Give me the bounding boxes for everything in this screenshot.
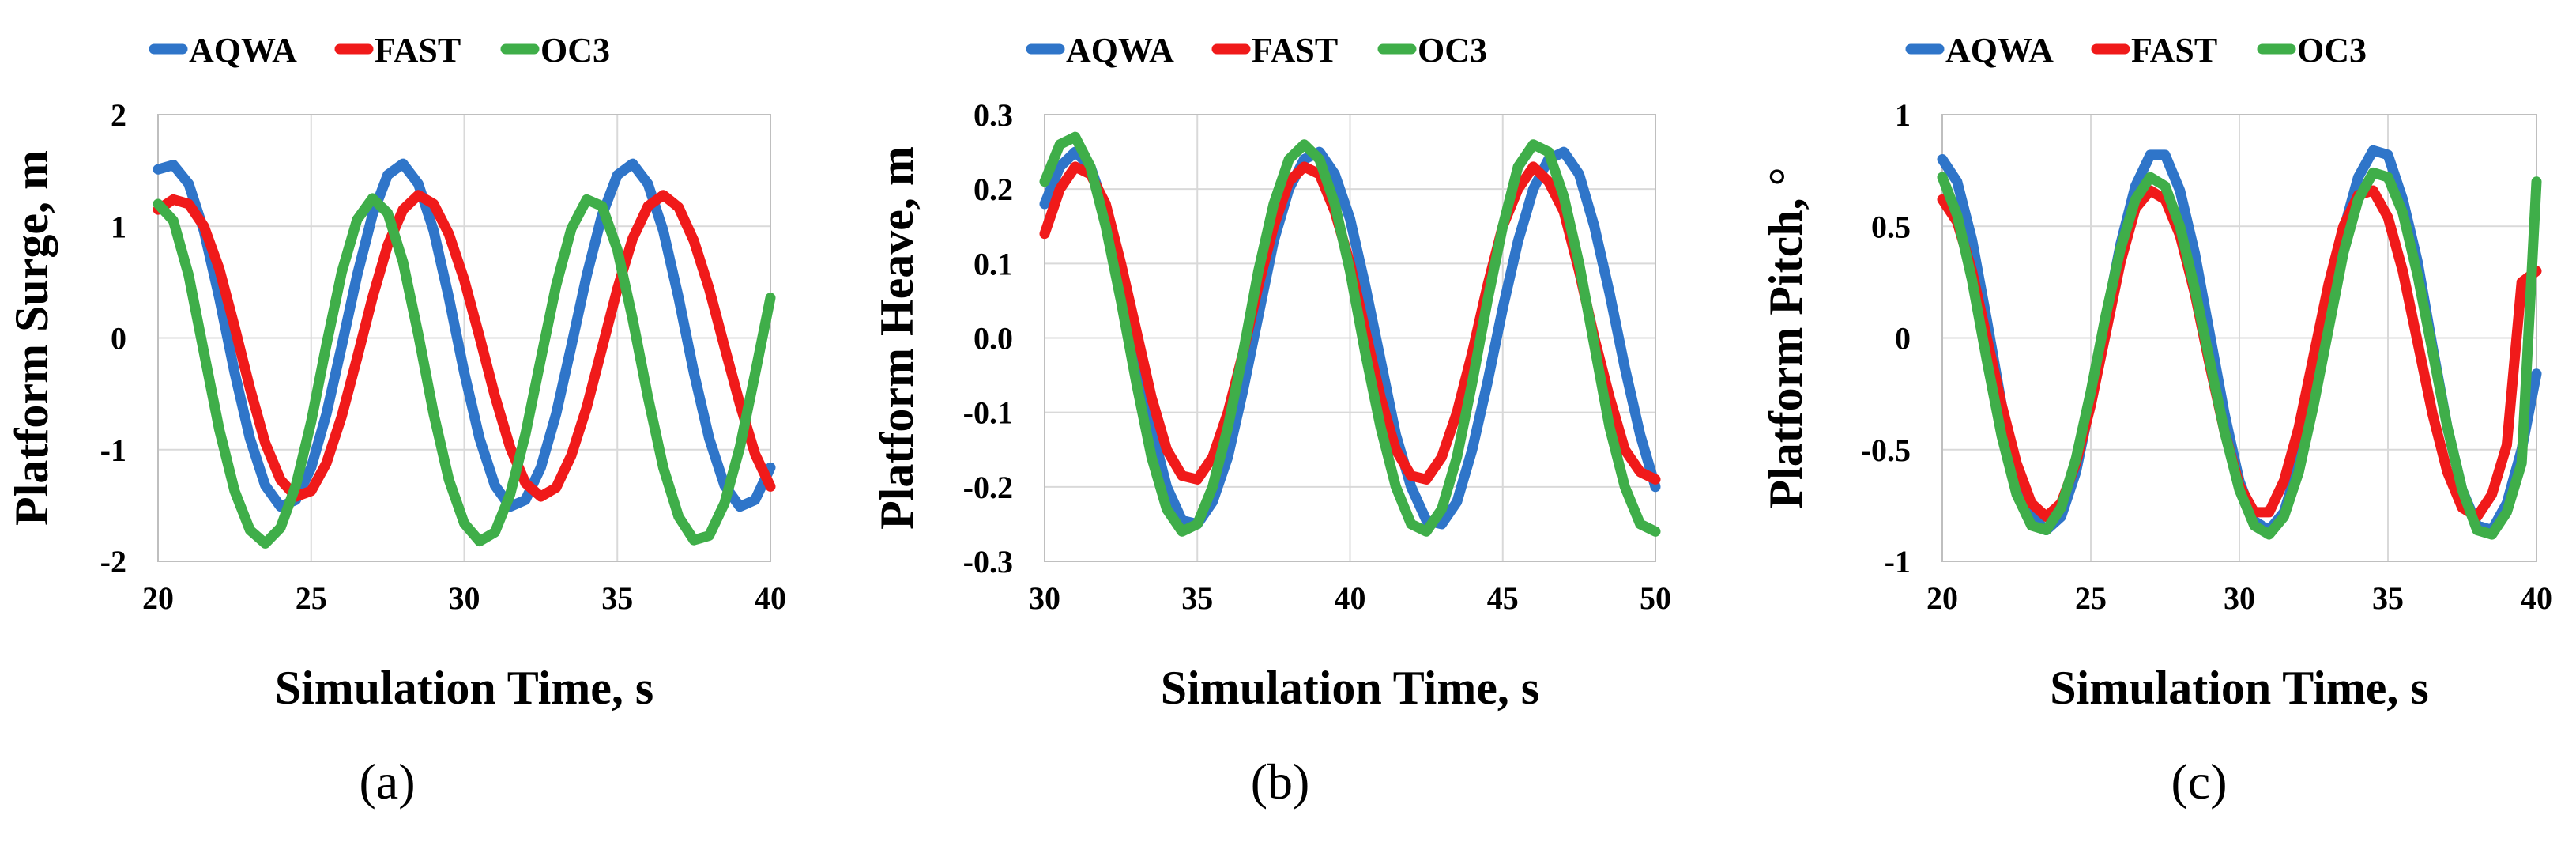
x-tick-label: 40 <box>1335 580 1366 616</box>
x-tick-label: 40 <box>755 580 786 616</box>
legend-label: OC3 <box>540 31 610 70</box>
plot-area-border <box>1044 114 1656 562</box>
y-tick-label: -0.5 <box>1861 432 1911 468</box>
x-tick-label: 45 <box>1487 580 1519 616</box>
y-tick-label: 0.5 <box>1871 209 1911 244</box>
series-line-oc3 <box>153 193 776 549</box>
y-tick-label: -0.2 <box>963 470 1013 505</box>
chart-panel-c: 20 25 30 35 40 1 0.5 0 -0.5 -1 AQWA FAST OC3 Simulati… <box>1760 31 2552 810</box>
y-tick-label: 0.0 <box>974 321 1013 357</box>
x-tick-label: 20 <box>142 580 174 616</box>
x-tick-label: 35 <box>601 580 633 616</box>
y-tick-label: 1 <box>111 209 126 244</box>
x-axis-label: Simulation Time, s <box>275 662 654 714</box>
y-tick-label: -2 <box>100 544 126 580</box>
series-line-oc3 <box>1039 131 1661 537</box>
y-tick-label: 0.2 <box>974 172 1013 207</box>
y-tick-label: 0 <box>1895 321 1911 357</box>
plot-area-border <box>1941 114 2537 562</box>
series-line-aqwa <box>153 158 776 512</box>
x-tick-label: 30 <box>2224 580 2255 616</box>
y-tick-label: -1 <box>1885 544 1911 580</box>
x-tick-label: 35 <box>1181 580 1213 616</box>
y-axis-label: Platform Pitch, ° <box>1760 167 1812 508</box>
x-tick-label: 40 <box>2521 580 2552 616</box>
legend-label: FAST <box>375 31 461 70</box>
panel-label: (c) <box>2171 753 2227 810</box>
x-tick-label: 30 <box>449 580 480 616</box>
y-tick-label: -1 <box>100 432 126 468</box>
y-axis-label: Platform Surge, m <box>6 150 58 526</box>
x-axis-label: Simulation Time, s <box>1161 662 1540 714</box>
chart-panel-a: 20 25 30 35 40 2 1 0 -1 -2 AQWA FAST OC3 Simulation T… <box>6 31 786 810</box>
chart-panel-b: 30 35 40 45 50 0.3 0.2 0.1 0.0 -0.1 -0.2 -0.3 AQWA FA… <box>871 31 1671 810</box>
y-tick-label: 0 <box>111 321 126 357</box>
y-tick-label: -0.1 <box>963 395 1013 431</box>
y-tick-label: 0.1 <box>974 246 1013 281</box>
series-line-fast <box>153 190 776 502</box>
legend-label: OC3 <box>1418 31 1487 70</box>
plot-area-border <box>157 114 771 562</box>
legend-label: AQWA <box>189 31 297 70</box>
legend-label: FAST <box>1252 31 1338 70</box>
y-tick-label: 0.3 <box>974 97 1013 133</box>
legend-label: AQWA <box>1066 31 1174 70</box>
x-tick-label: 25 <box>2075 580 2107 616</box>
x-tick-label: 30 <box>1029 580 1060 616</box>
x-tick-label: 35 <box>2372 580 2404 616</box>
y-axis-label: Platform Heave, m <box>871 146 923 530</box>
panel-label: (a) <box>359 753 415 810</box>
x-tick-label: 50 <box>1640 580 1671 616</box>
x-tick-label: 20 <box>1926 580 1958 616</box>
x-tick-label: 25 <box>296 580 327 616</box>
legend-label: OC3 <box>2297 31 2367 70</box>
y-tick-label: -0.3 <box>963 544 1013 580</box>
x-axis-label: Simulation Time, s <box>2050 662 2429 714</box>
legend-label: FAST <box>2131 31 2217 70</box>
y-tick-label: 2 <box>111 97 126 133</box>
legend-label: AQWA <box>1945 31 2054 70</box>
series-line-oc3 <box>1937 167 2542 540</box>
panel-label: (b) <box>1251 753 1310 810</box>
y-tick-label: 1 <box>1895 97 1911 133</box>
